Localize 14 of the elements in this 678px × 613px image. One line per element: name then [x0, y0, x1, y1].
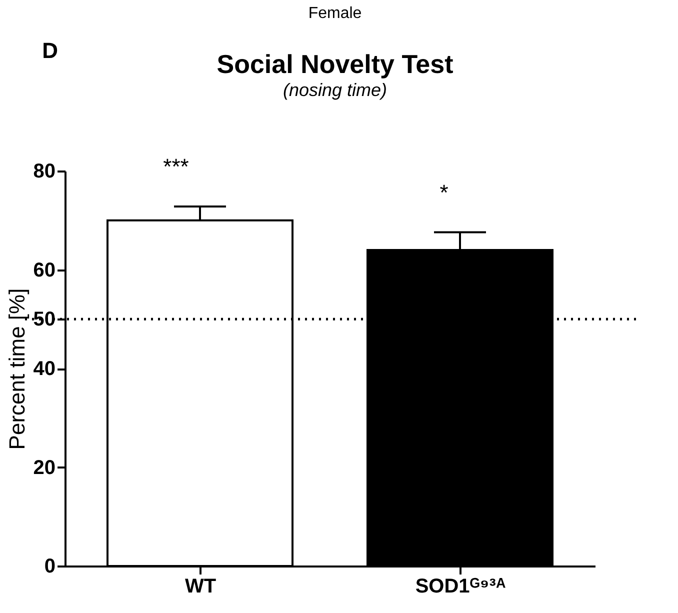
y-tick-label: 60: [33, 259, 56, 282]
x-tick-label: WT: [184, 576, 216, 598]
text: Female: [308, 5, 362, 22]
annotation: *: [440, 180, 449, 205]
chart-subtitle: (nosing time): [282, 80, 388, 100]
chart-title: Social Novelty Test: [216, 49, 454, 79]
x-tick-label: SOD1ᴳ⁹³ᴬ: [415, 576, 506, 598]
y-tick-label: 20: [33, 456, 56, 479]
y-axis-title: Percent time [%]: [4, 288, 30, 450]
text: D: [42, 38, 58, 63]
annotation: ***: [163, 154, 190, 179]
y-tick-label: 80: [33, 160, 56, 182]
y-tick-label: 0: [44, 556, 56, 578]
y-tick-label: 40: [33, 358, 56, 380]
